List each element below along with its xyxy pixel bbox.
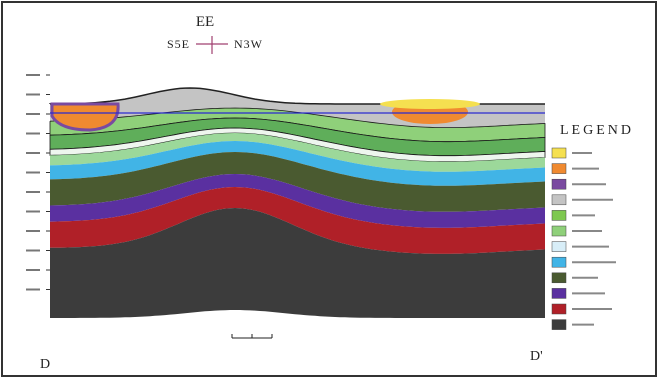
left-fold xyxy=(50,102,120,132)
direction-right: N3W xyxy=(234,37,263,51)
legend-swatch xyxy=(551,178,567,190)
legend-swatch xyxy=(551,288,567,299)
layers xyxy=(26,74,546,318)
layer xyxy=(50,133,545,172)
layer xyxy=(50,187,545,254)
orientation-cross xyxy=(196,36,228,54)
legend-swatch xyxy=(551,241,567,252)
title: EE xyxy=(196,14,214,30)
legend-swatch xyxy=(551,147,567,159)
legend-title: LEGEND xyxy=(560,123,634,138)
legend-swatch xyxy=(551,319,567,330)
legend-swatch xyxy=(551,163,567,174)
scale-bar xyxy=(231,334,273,339)
yellow-lens xyxy=(380,99,480,109)
legend-swatch xyxy=(551,303,567,315)
layer xyxy=(50,208,545,318)
direction-left: S5E xyxy=(167,37,190,51)
legend-swatch xyxy=(551,210,567,221)
section-start: D xyxy=(40,357,50,372)
legend-swatch xyxy=(551,194,567,206)
section-end: D' xyxy=(530,349,543,364)
legend xyxy=(551,147,616,330)
legend-swatch xyxy=(551,225,567,237)
layer xyxy=(50,174,545,228)
layer xyxy=(50,152,545,212)
legend-swatch xyxy=(551,256,567,268)
legend-swatch xyxy=(551,272,567,284)
layer xyxy=(50,141,545,186)
